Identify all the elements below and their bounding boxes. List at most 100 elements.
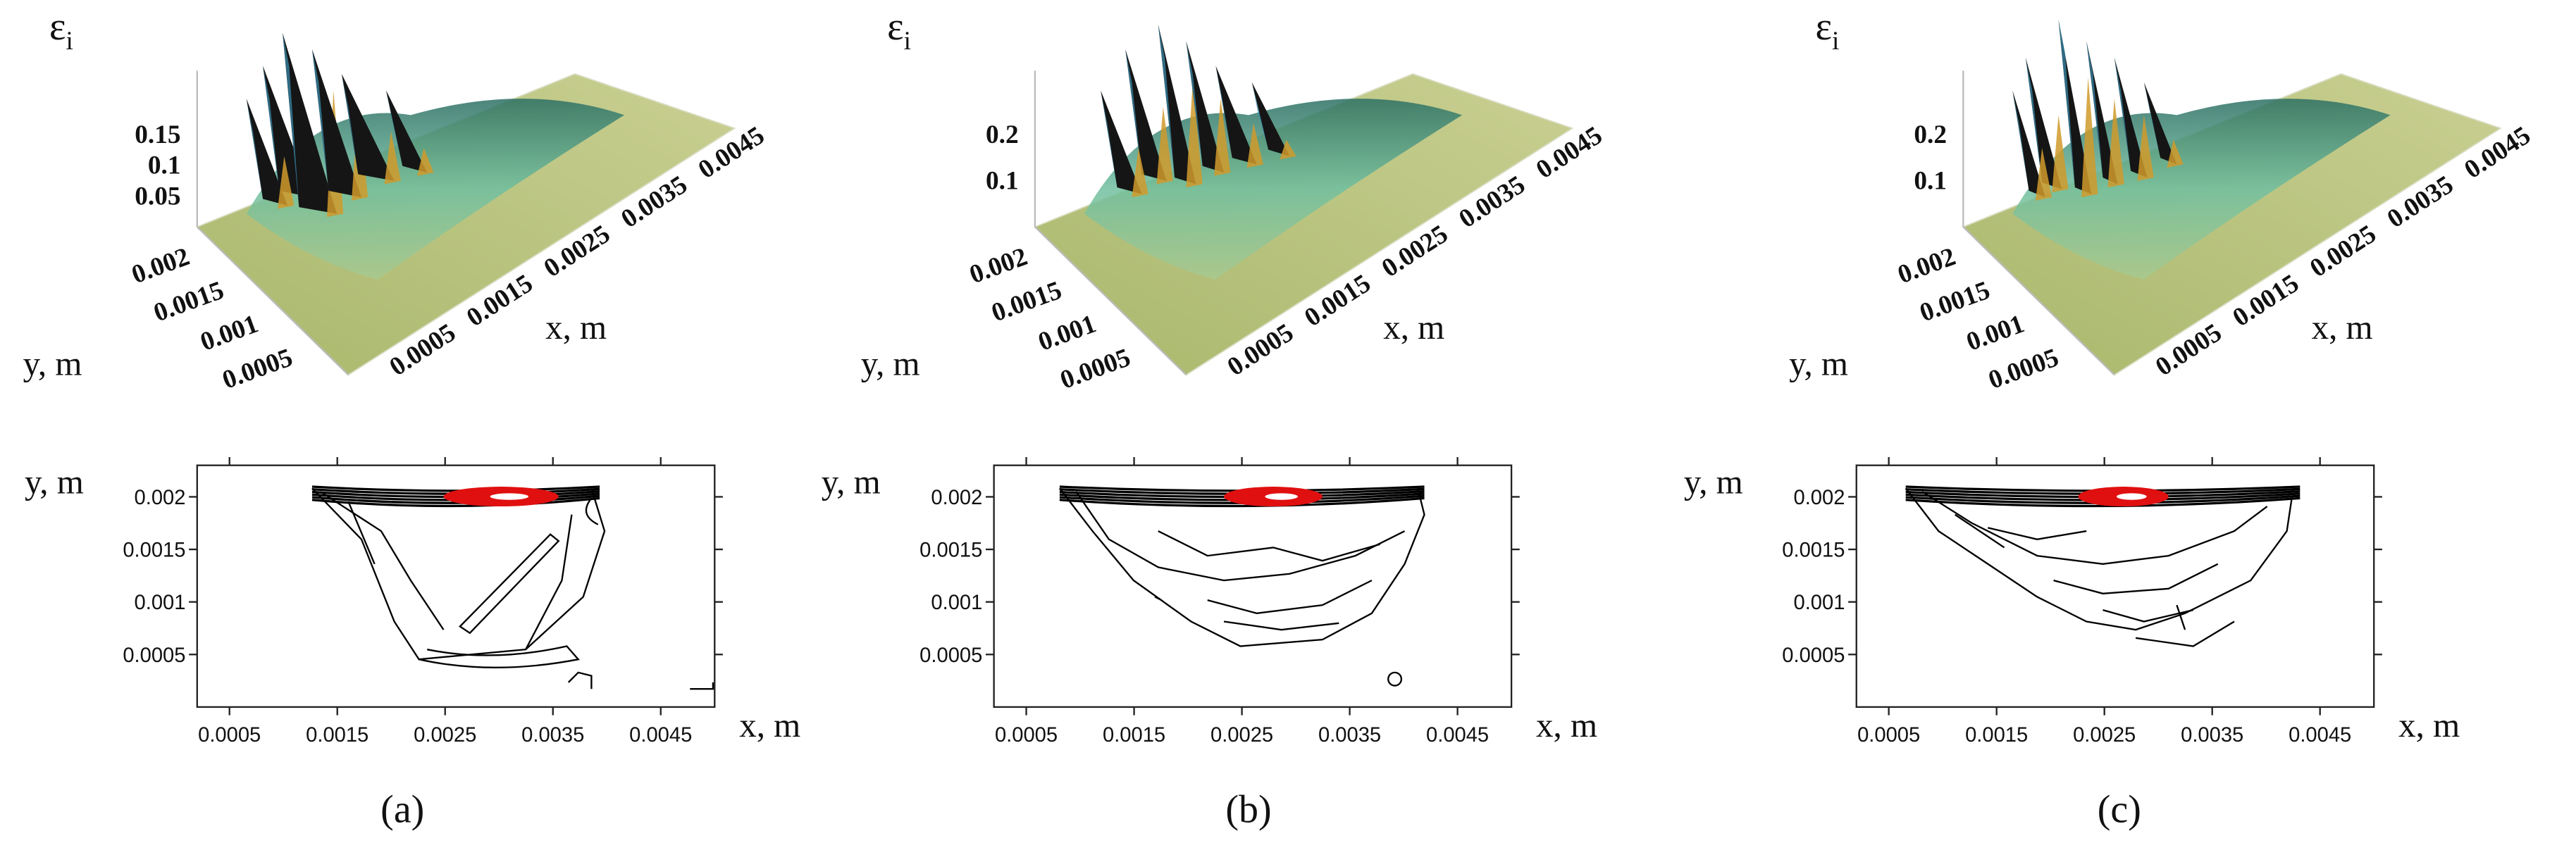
z-label-symbol: ε bbox=[1815, 5, 1832, 49]
surface-peak bbox=[1101, 90, 1142, 194]
y-axis-label-3d: y, m bbox=[23, 344, 82, 382]
contour-line bbox=[311, 497, 600, 508]
x-tick-label: 0.0005 bbox=[995, 724, 1058, 747]
y-tick-label-3d: 0.0005 bbox=[218, 343, 296, 395]
panel-label: (b) bbox=[1225, 787, 1271, 831]
contour-lines bbox=[311, 485, 714, 690]
x-axis-label-3d: x, m bbox=[545, 308, 607, 347]
y-tick-label-3d: 0.0015 bbox=[988, 276, 1065, 328]
z-tick-label: 0.1 bbox=[148, 151, 181, 180]
z-tick-label: 0.1 bbox=[1914, 166, 1947, 195]
contour-line bbox=[1921, 491, 2268, 565]
contour-lines bbox=[1058, 485, 1425, 687]
x-tick-label: 0.0025 bbox=[2073, 724, 2136, 747]
surface-peak-shade bbox=[2143, 82, 2161, 158]
surface-peak bbox=[1158, 25, 1196, 185]
z-label-subscript: i bbox=[904, 27, 911, 56]
y-edge bbox=[1962, 226, 2115, 376]
x-axis-label: x, m bbox=[1536, 706, 1597, 744]
z-tick-label: 0.05 bbox=[135, 182, 180, 211]
surface-peak-highlight bbox=[2137, 115, 2154, 181]
y-tick-label: 0.002 bbox=[1794, 487, 1845, 509]
y-tick-label: 0.0015 bbox=[919, 539, 982, 562]
surface-peak bbox=[2058, 20, 2092, 194]
z-axis-label: εi bbox=[49, 5, 73, 56]
x-tick-label: 0.0035 bbox=[521, 724, 584, 747]
panel-label: (c) bbox=[2098, 787, 2141, 831]
y-tick-label-3d: 0.0015 bbox=[1916, 276, 1993, 328]
z-tick-label: 0.2 bbox=[1914, 120, 1947, 149]
y-tick-label: 0.0015 bbox=[1782, 539, 1845, 562]
surface-peak-shade bbox=[1186, 41, 1203, 166]
contour-line bbox=[1988, 527, 2087, 540]
contour-line bbox=[1905, 487, 2293, 631]
x-tick-label: 0.0035 bbox=[1318, 724, 1381, 747]
surface-peak bbox=[246, 99, 288, 206]
contour-line bbox=[1207, 580, 1373, 614]
contour-peak-core bbox=[490, 493, 529, 500]
y-tick-label-3d: 0.001 bbox=[1963, 309, 2029, 356]
surface-peak-shade bbox=[2058, 20, 2075, 188]
surface-peak-highlight bbox=[1186, 82, 1203, 188]
y-tick-label: 0.002 bbox=[931, 487, 982, 509]
contour-line bbox=[2103, 609, 2193, 623]
surface-peak-highlight bbox=[1246, 123, 1264, 168]
y-axis-label: y, m bbox=[25, 462, 84, 501]
y-edge bbox=[1034, 226, 1187, 376]
y-tick-label: 0.001 bbox=[1794, 592, 1845, 614]
x-tick-label: 0.0045 bbox=[1426, 724, 1489, 747]
y-tick-label: 0.0005 bbox=[919, 644, 982, 667]
contour-line bbox=[347, 501, 376, 565]
surface-peak-highlight bbox=[2035, 148, 2052, 201]
surface-peak-highlight bbox=[1132, 148, 1148, 198]
z-tick-label: 0.1 bbox=[986, 166, 1019, 195]
y-tick-label: 0.001 bbox=[931, 592, 982, 614]
y-tick-label-3d: 0.002 bbox=[1894, 242, 1959, 289]
contour-line bbox=[1387, 671, 1403, 687]
contour-line bbox=[419, 645, 580, 669]
plot-frame bbox=[1855, 464, 2375, 709]
x-axis-label-3d: x, m bbox=[2312, 308, 2373, 347]
x-tick-label: 0.0015 bbox=[1103, 724, 1165, 747]
surface-panel: εi0.050.10.150.00050.00150.00250.00350.0… bbox=[23, 5, 770, 395]
y-axis-label: y, m bbox=[822, 462, 881, 501]
contour-line bbox=[585, 497, 599, 525]
y-axis-label: y, m bbox=[1684, 462, 1743, 501]
surface-peak-shade bbox=[1125, 49, 1142, 175]
surface-peak-highlight bbox=[2107, 99, 2124, 188]
contour-line bbox=[567, 671, 593, 689]
surface-peak-highlight bbox=[278, 156, 295, 209]
surface-peak-shade bbox=[385, 90, 403, 166]
x-axis-label: x, m bbox=[739, 706, 800, 744]
x-tick-label: 0.0045 bbox=[2289, 724, 2351, 747]
y-tick-label: 0.0005 bbox=[1782, 644, 1845, 667]
surface-peak-shade bbox=[1215, 65, 1232, 158]
y-tick-label-3d: 0.001 bbox=[1034, 309, 1100, 356]
contour-peak-core bbox=[1265, 493, 1298, 500]
x-axis-label: x, m bbox=[2398, 706, 2460, 744]
y-tick-label: 0.001 bbox=[135, 592, 186, 614]
contour-line bbox=[690, 682, 714, 690]
surface-peak bbox=[2012, 90, 2045, 198]
z-label-symbol: ε bbox=[49, 5, 66, 49]
z-axis-label: εi bbox=[887, 5, 911, 56]
contour-line bbox=[1058, 487, 1425, 647]
x-tick-label: 0.0015 bbox=[1965, 724, 2028, 747]
y-edge bbox=[196, 226, 349, 376]
contour-line bbox=[2053, 563, 2219, 594]
x-tick-label: 0.0025 bbox=[414, 724, 476, 747]
contour-line bbox=[1905, 497, 2301, 508]
y-tick-label: 0.0015 bbox=[123, 539, 185, 562]
contour-line bbox=[1075, 491, 1406, 582]
panel-label: (a) bbox=[380, 787, 424, 831]
surface-peak-shade bbox=[2086, 41, 2103, 178]
z-label-subscript: i bbox=[66, 27, 73, 56]
y-axis-label-3d: y, m bbox=[1789, 344, 1848, 382]
surface-peak-highlight bbox=[1280, 139, 1296, 160]
contour-panel: 0.0005 0.0015 0.0025 0.0035 0.0045 0.0005 0.00… bbox=[1684, 457, 2460, 747]
surface-peak bbox=[312, 49, 361, 198]
contour-line bbox=[1158, 530, 1380, 562]
surface-peak-shade bbox=[2025, 57, 2043, 183]
x-tick-label: 0.0025 bbox=[1210, 724, 1273, 747]
